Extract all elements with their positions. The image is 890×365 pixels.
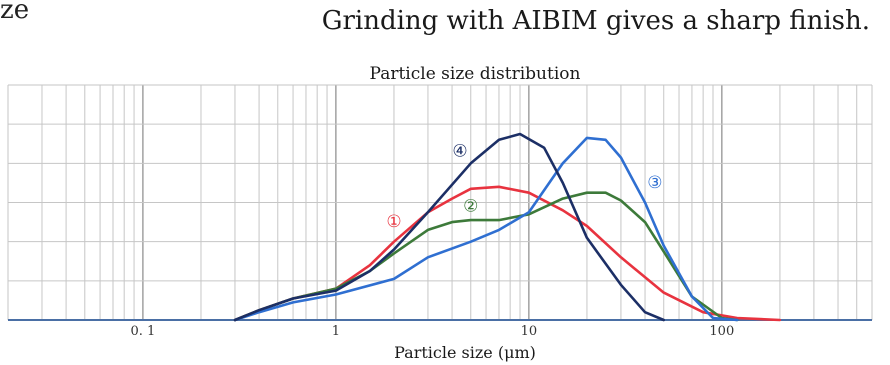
series-marker: ④ bbox=[452, 142, 467, 162]
heading-fragment: ze bbox=[0, 0, 30, 20]
series-line-4 bbox=[233, 132, 665, 322]
chart-series bbox=[233, 132, 782, 322]
chart-ticks: 0. 1 1 10 100 bbox=[130, 324, 734, 339]
x-axis-label: Particle size (μm) bbox=[394, 343, 536, 362]
chart-annotations: ① ② ③ ④ bbox=[386, 142, 662, 233]
series-marker: ② bbox=[463, 196, 478, 216]
x-tick-label: 0. 1 bbox=[130, 324, 155, 339]
x-tick-label: 1 bbox=[332, 324, 340, 339]
x-tick-label: 10 bbox=[521, 324, 538, 339]
series-marker: ① bbox=[386, 212, 401, 232]
series-line-3 bbox=[233, 136, 739, 322]
x-tick-label: 100 bbox=[709, 324, 734, 339]
chart-grid bbox=[7, 84, 873, 321]
series-marker: ③ bbox=[647, 173, 662, 193]
chart-title: Particle size distribution bbox=[370, 64, 581, 84]
series-line-2 bbox=[233, 191, 739, 322]
headline: Grinding with AIBIM gives a sharp finish… bbox=[321, 6, 870, 36]
